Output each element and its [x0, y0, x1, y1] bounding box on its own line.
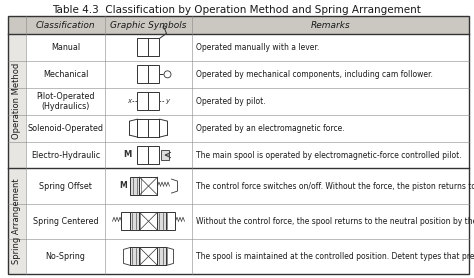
- Text: x: x: [128, 98, 132, 104]
- Text: Classification: Classification: [36, 21, 95, 29]
- Bar: [130, 247, 139, 265]
- Bar: [192, 142, 469, 168]
- Bar: [26, 204, 105, 239]
- Text: Operated manually with a lever.: Operated manually with a lever.: [196, 43, 319, 52]
- Bar: [192, 204, 469, 239]
- Bar: [105, 34, 192, 61]
- Bar: [148, 146, 159, 164]
- Bar: [130, 212, 139, 230]
- Text: Operation Method: Operation Method: [12, 63, 21, 139]
- Text: The main spool is operated by electromagnetic-force controlled pilot.: The main spool is operated by electromag…: [196, 150, 462, 160]
- Bar: [137, 119, 148, 137]
- Bar: [137, 65, 148, 83]
- Bar: [26, 88, 105, 115]
- Bar: [137, 38, 148, 56]
- Bar: [192, 34, 469, 61]
- Bar: [157, 247, 166, 265]
- Bar: [105, 115, 192, 142]
- Bar: [105, 168, 192, 204]
- Bar: [148, 65, 159, 83]
- Text: Operated by mechanical components, including cam follower.: Operated by mechanical components, inclu…: [196, 70, 433, 79]
- Text: M: M: [119, 181, 128, 190]
- Bar: [192, 239, 469, 274]
- Bar: [148, 38, 159, 56]
- Bar: [148, 92, 159, 110]
- Text: Pilot-Operated
(Hydraulics): Pilot-Operated (Hydraulics): [36, 91, 95, 111]
- Bar: [192, 88, 469, 115]
- Bar: [121, 212, 130, 230]
- Bar: [8, 16, 469, 34]
- Bar: [192, 168, 469, 204]
- Text: Mechanical: Mechanical: [43, 70, 88, 79]
- Text: y: y: [165, 98, 170, 104]
- Text: Operated by an electromagnetic force.: Operated by an electromagnetic force.: [196, 124, 345, 133]
- Bar: [192, 115, 469, 142]
- Text: Remarks: Remarks: [310, 21, 350, 29]
- Bar: [139, 212, 157, 230]
- Text: Without the control force, the spool returns to the neutral position by the spri: Without the control force, the spool ret…: [196, 217, 474, 226]
- Bar: [26, 61, 105, 88]
- Bar: [166, 212, 175, 230]
- Bar: [8, 168, 26, 274]
- Text: Manual: Manual: [51, 43, 80, 52]
- Bar: [139, 177, 157, 195]
- Bar: [157, 212, 166, 230]
- Text: No-Spring: No-Spring: [46, 252, 85, 261]
- Bar: [105, 204, 192, 239]
- Bar: [105, 61, 192, 88]
- Text: Spring Arrangement: Spring Arrangement: [12, 178, 21, 264]
- Bar: [26, 142, 105, 168]
- Text: Table 4.3  Classification by Operation Method and Spring Arrangement: Table 4.3 Classification by Operation Me…: [53, 5, 421, 15]
- Text: Spring Offset: Spring Offset: [39, 182, 92, 190]
- Circle shape: [164, 71, 171, 78]
- Bar: [26, 34, 105, 61]
- Bar: [162, 150, 170, 160]
- Bar: [8, 34, 26, 168]
- Text: The spool is maintained at the controlled position. Detent types that prevent th: The spool is maintained at the controlle…: [196, 252, 474, 261]
- Bar: [137, 146, 148, 164]
- Bar: [105, 142, 192, 168]
- Bar: [105, 239, 192, 274]
- Bar: [192, 61, 469, 88]
- Bar: [26, 168, 105, 204]
- Bar: [148, 119, 159, 137]
- Bar: [139, 247, 157, 265]
- Text: Graphic Symbols: Graphic Symbols: [110, 21, 187, 29]
- Text: The control force switches on/off. Without the force, the piston returns to the : The control force switches on/off. Witho…: [196, 182, 474, 190]
- Bar: [105, 88, 192, 115]
- Bar: [26, 239, 105, 274]
- Text: Operated by pilot.: Operated by pilot.: [196, 97, 265, 106]
- Text: Solenoid-Operated: Solenoid-Operated: [27, 124, 103, 133]
- Bar: [26, 115, 105, 142]
- Text: Spring Centered: Spring Centered: [33, 217, 98, 226]
- Bar: [130, 177, 139, 195]
- Bar: [137, 92, 148, 110]
- Text: Electro-Hydraulic: Electro-Hydraulic: [31, 150, 100, 160]
- Text: M: M: [123, 150, 132, 158]
